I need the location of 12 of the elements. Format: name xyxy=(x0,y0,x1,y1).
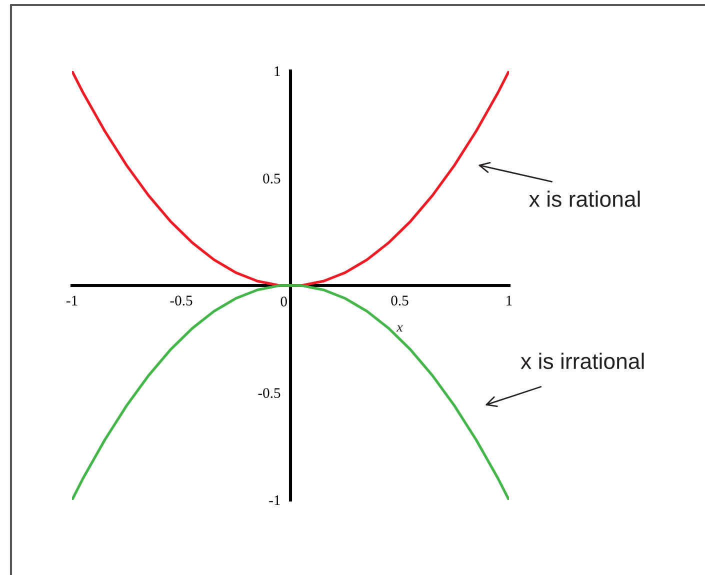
y-tick-label: -1 xyxy=(269,495,280,506)
y-tick-label: -0.5 xyxy=(258,388,280,398)
x-tick-label: 1 xyxy=(506,296,512,306)
text: x is rational xyxy=(529,190,640,207)
x-axis-title: x xyxy=(396,325,403,332)
y-tick-label: 1 xyxy=(274,66,280,76)
x-tick-label: 0.5 xyxy=(391,296,408,306)
text: x is irrational xyxy=(520,352,644,370)
y-tick-label: 0.5 xyxy=(263,174,280,184)
x-tick-label: -0.5 xyxy=(170,296,192,306)
x-tick-label: 0 xyxy=(280,296,287,306)
x-tick-label: -1 xyxy=(66,296,78,306)
